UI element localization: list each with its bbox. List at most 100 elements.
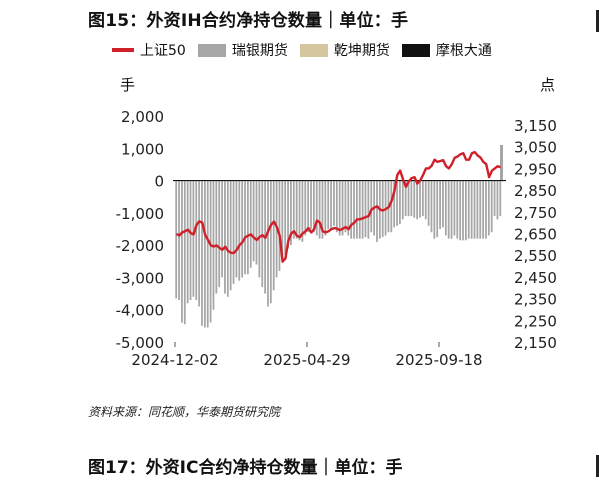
bar-ruiyin xyxy=(353,180,355,239)
y-right-tick-label: 2,350 xyxy=(514,291,557,309)
bar-ruiyin xyxy=(272,180,275,291)
bar-ruiyin xyxy=(304,180,307,236)
y-left-tick-label: -3,000 xyxy=(116,269,164,287)
y-right-tick-label: 3,150 xyxy=(514,117,557,135)
bar-ruiyin-latest xyxy=(500,145,503,181)
bar-ruiyin xyxy=(203,180,206,328)
bar-ruiyin xyxy=(450,180,453,239)
bar-ruiyin xyxy=(430,180,433,233)
bar-ruiyin xyxy=(212,180,215,310)
bar-ruiyin xyxy=(427,180,430,226)
legend-item-qiankun: 乾坤期货 xyxy=(299,40,390,60)
bar-ruiyin xyxy=(335,180,338,233)
bar-ruiyin xyxy=(275,180,278,278)
bar-ruiyin xyxy=(421,180,424,217)
bar-ruiyin xyxy=(186,180,189,304)
bar-ruiyin xyxy=(292,180,295,239)
bar-ruiyin xyxy=(442,180,444,228)
x-tick-label: 2024-12-02 xyxy=(131,351,218,369)
bar-ruiyin xyxy=(295,180,298,239)
y-right-tick-label: 2,950 xyxy=(514,160,557,178)
bar-ruiyin xyxy=(433,180,436,239)
bar-ruiyin xyxy=(378,180,381,239)
bar-ruiyin xyxy=(347,180,350,236)
bar-ruiyin xyxy=(198,180,201,307)
y-left-tick-label: -5,000 xyxy=(116,334,164,352)
legend-swatch-qiankun xyxy=(299,43,328,57)
bar-ruiyin xyxy=(333,180,335,226)
y-left-tick-label: 2,000 xyxy=(121,108,164,126)
bar-ruiyin xyxy=(459,180,462,241)
bar-ruiyin xyxy=(244,180,246,275)
bar-ruiyin xyxy=(290,180,292,246)
bar-ruiyin xyxy=(215,180,218,294)
bar-ruiyin xyxy=(238,180,241,281)
bar-ruiyin xyxy=(312,180,315,233)
bar-ruiyin xyxy=(485,180,487,239)
bar-ruiyin xyxy=(419,180,421,218)
bar-ruiyin xyxy=(367,180,370,239)
bar-ruiyin xyxy=(267,180,269,307)
legend-swatch-line xyxy=(112,48,134,52)
legend-label-ruiyin: 瑞银期货 xyxy=(231,43,288,59)
bar-ruiyin xyxy=(201,180,203,326)
y-left-tick-label: 1,000 xyxy=(121,140,164,158)
bar-ruiyin xyxy=(499,180,502,217)
legend-swatch-ruiyin xyxy=(197,43,226,57)
bar-ruiyin xyxy=(410,180,413,217)
bar-ruiyin xyxy=(206,180,209,328)
source-note: 资料来源：同花顺，华泰期货研究院 xyxy=(88,405,281,419)
bar-ruiyin xyxy=(413,180,416,218)
bar-ruiyin xyxy=(404,180,407,217)
bar-ruiyin xyxy=(183,180,186,325)
bar-ruiyin xyxy=(396,180,398,226)
bar-ruiyin xyxy=(439,180,441,229)
bar-ruiyin xyxy=(310,180,312,229)
bar-ruiyin xyxy=(482,180,484,239)
bar-ruiyin xyxy=(476,180,479,239)
y-left-tick-label: -1,000 xyxy=(116,205,164,223)
bar-ruiyin xyxy=(226,180,229,297)
legend-label-qiankun: 乾坤期货 xyxy=(333,43,390,59)
bar-ruiyin xyxy=(235,180,238,278)
bar-ruiyin xyxy=(456,180,459,239)
bar-ruiyin xyxy=(209,180,212,323)
bar-ruiyin xyxy=(264,180,266,294)
bar-ruiyin xyxy=(344,180,347,233)
bar-ruiyin xyxy=(436,180,439,238)
bar-ruiyin xyxy=(465,180,467,241)
bar-ruiyin xyxy=(281,180,284,262)
bar-ruiyin xyxy=(249,180,252,268)
x-tick-label: 2025-04-29 xyxy=(263,351,350,369)
y-right-tick-label: 2,550 xyxy=(514,247,557,265)
bar-ruiyin xyxy=(178,180,180,301)
bar-ruiyin xyxy=(373,180,375,236)
bar-ruiyin xyxy=(393,180,396,228)
series-line-sse50 xyxy=(175,150,502,263)
bar-ruiyin xyxy=(490,180,493,233)
bar-ruiyin xyxy=(261,180,264,288)
y-right-tick-label: 2,650 xyxy=(514,226,557,244)
x-tick-label: 2025-09-18 xyxy=(395,351,482,369)
bar-ruiyin xyxy=(390,180,393,233)
bar-ruiyin xyxy=(189,180,192,301)
bar-ruiyin xyxy=(318,180,321,239)
y-right-tick-label: 2,850 xyxy=(514,182,557,200)
next-chart-title: 图17：外资IC合约净持仓数量｜单位：手 xyxy=(88,458,403,478)
bar-ruiyin xyxy=(224,180,226,294)
bar-ruiyin xyxy=(370,180,373,233)
bar-ruiyin xyxy=(327,180,330,229)
bar-ruiyin xyxy=(407,180,410,217)
bar-ruiyin xyxy=(361,180,364,239)
bar-ruiyin xyxy=(384,180,387,236)
bar-ruiyin xyxy=(298,180,301,241)
bar-ruiyin xyxy=(330,180,332,229)
y-left-tick-label: 0 xyxy=(154,173,164,191)
y-right-tick-label: 2,750 xyxy=(514,204,557,222)
bar-ruiyin xyxy=(487,180,490,236)
bar-ruiyin xyxy=(479,180,482,239)
legend: 上证50 瑞银期货 乾坤期货 摩根大通 xyxy=(112,40,504,60)
bar-ruiyin xyxy=(175,180,178,299)
bar-ruiyin xyxy=(350,180,353,239)
bar-ruiyin xyxy=(218,180,221,288)
